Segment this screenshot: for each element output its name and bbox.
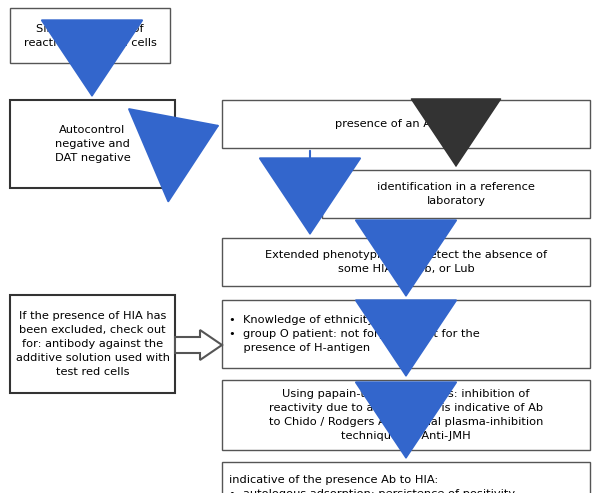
Text: •  Knowledge of ethnicity and race
•  group O patient: not forget to test for th: • Knowledge of ethnicity and race • grou… [229,315,480,353]
Text: Extended phenotyping can detect the absence of
some HIA: k,Kpb, or Lub: Extended phenotyping can detect the abse… [265,250,547,274]
Bar [222,380,590,450]
Bar [222,100,590,148]
Text: identification in a reference
laboratory: identification in a reference laboratory [377,182,535,206]
Text: Using papain-treated red cells: inhibition of
reactivity due to an Ab to HIA is : Using papain-treated red cells: inhibiti… [269,389,543,441]
Bar [222,238,590,286]
Bar [10,295,175,393]
Bar [10,100,175,188]
Bar [222,300,590,368]
Bar [222,462,590,493]
Bar [10,8,170,63]
Polygon shape [175,330,222,360]
Text: If the presence of HIA has
been excluded, check out
for: antibody against the
ad: If the presence of HIA has been excluded… [16,311,169,377]
Text: Autocontrol
negative and
DAT negative: Autocontrol negative and DAT negative [54,125,130,163]
Text: Similar intensity of
reactivity of panel cells: Similar intensity of reactivity of panel… [24,24,157,47]
Text: presence of an Ab to HIA: presence of an Ab to HIA [335,119,477,129]
Text: indicative of the presence Ab to HIA:
•  autologous adsorption: persistence of p: indicative of the presence Ab to HIA: • … [229,475,523,493]
Bar [322,170,590,218]
